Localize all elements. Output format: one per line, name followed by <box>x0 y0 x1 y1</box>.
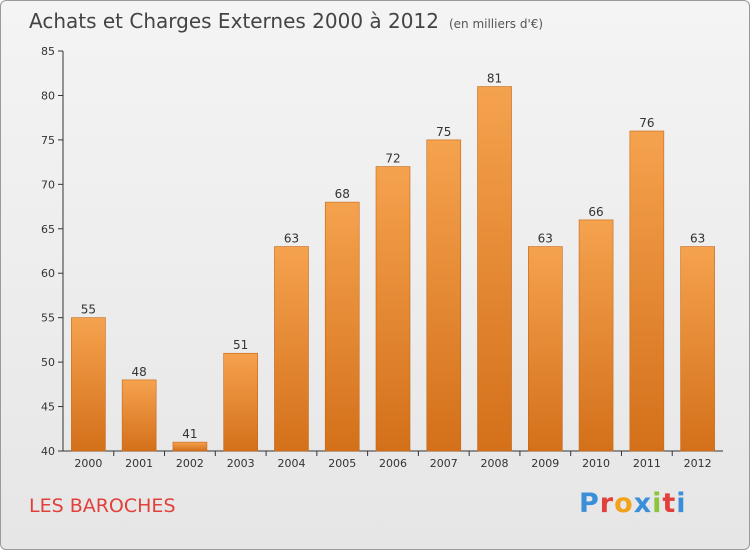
x-tick-label-2003: 2003 <box>227 457 255 470</box>
data-label-2009: 63 <box>538 232 553 246</box>
x-tick-label-2010: 2010 <box>582 457 610 470</box>
y-tick-label: 55 <box>41 312 55 325</box>
data-label-2000: 55 <box>81 303 96 317</box>
data-label-2008: 81 <box>487 72 502 86</box>
bar-2005 <box>324 201 360 452</box>
chart-title: Achats et Charges Externes 2000 à 2012 (e… <box>29 9 543 33</box>
unit-label: (en milliers d'€) <box>448 17 544 31</box>
data-label-2004: 63 <box>284 232 299 246</box>
data-label-2002: 41 <box>182 427 197 441</box>
logo-letter: t <box>662 488 677 519</box>
data-label-2007: 75 <box>436 125 451 139</box>
x-tick-label-2007: 2007 <box>430 457 458 470</box>
y-tick-label: 70 <box>41 178 55 191</box>
y-tick-label: 65 <box>41 223 55 236</box>
proxiti-logo: Proxiti <box>579 488 687 519</box>
data-label-2012: 63 <box>690 232 705 246</box>
data-label-2006: 72 <box>385 152 400 166</box>
x-tick-label-2012: 2012 <box>684 457 712 470</box>
x-tick-label-2000: 2000 <box>74 457 102 470</box>
axes: 40 45 50 55 60 65 70 75 80 85 2000 2001 2002 2003 2004… <box>41 45 723 470</box>
logo-letter: P <box>579 488 600 519</box>
bar-2009 <box>528 246 563 452</box>
data-labels: 55 48 41 51 63 68 72 75 81 63 66 76 63 <box>81 72 706 442</box>
y-tick-label: 85 <box>41 45 55 58</box>
y-tick-label: 50 <box>41 356 55 369</box>
x-tick-label-2002: 2002 <box>176 457 204 470</box>
logo-letter: o <box>614 488 634 519</box>
logo-letter: r <box>599 488 615 519</box>
x-tick-label-2001: 2001 <box>125 457 153 470</box>
bar-2008 <box>477 86 512 452</box>
x-tick-label-2004: 2004 <box>277 457 305 470</box>
bar-2012 <box>680 246 715 452</box>
data-label-2011: 76 <box>639 116 654 130</box>
commune-name: LES BAROCHES <box>29 495 176 517</box>
bar-2004 <box>274 246 309 452</box>
title-text: Achats et Charges Externes 2000 à 2012 <box>29 9 439 33</box>
x-tick-label-2008: 2008 <box>481 457 509 470</box>
y-tick-label: 40 <box>41 445 55 458</box>
data-label-2005: 68 <box>335 187 350 201</box>
bar-2000 <box>71 317 106 452</box>
y-tick-label: 75 <box>41 134 55 147</box>
data-label-2003: 51 <box>233 338 248 352</box>
data-label-2010: 66 <box>588 205 603 219</box>
logo-letter: i <box>676 488 687 519</box>
bar-2011 <box>629 130 665 452</box>
x-tick-label-2011: 2011 <box>633 457 661 470</box>
bar-2010 <box>578 219 614 452</box>
x-tick-label-2005: 2005 <box>328 457 356 470</box>
bars <box>71 86 715 452</box>
logo-letter: x <box>633 488 653 519</box>
y-tick-label: 45 <box>41 401 55 414</box>
x-tick-label-2009: 2009 <box>531 457 559 470</box>
bar-2007 <box>426 139 462 452</box>
y-tick-label: 60 <box>41 267 55 280</box>
bar-2001 <box>121 379 157 452</box>
y-tick-label: 80 <box>41 89 55 102</box>
bar-2006 <box>375 166 411 452</box>
bar-2002 <box>172 441 208 452</box>
x-tick-label-2006: 2006 <box>379 457 407 470</box>
logo-letter: i <box>652 488 663 519</box>
data-label-2001: 48 <box>132 365 147 379</box>
bar-2003 <box>223 352 258 452</box>
